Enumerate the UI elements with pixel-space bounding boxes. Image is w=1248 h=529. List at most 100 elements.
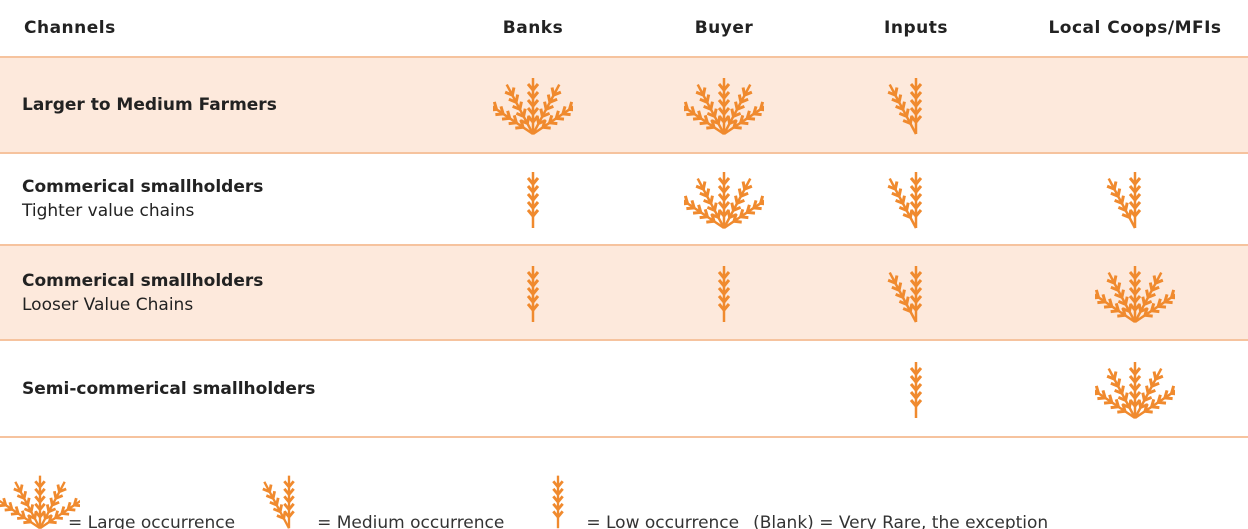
wheat [887, 172, 923, 229]
stalk [909, 265, 923, 322]
row-band [0, 245, 1248, 340]
row-title: Commerical smallholders [22, 177, 264, 197]
grain [909, 294, 923, 303]
grain [909, 99, 923, 108]
grain [56, 484, 67, 494]
grain [515, 108, 527, 118]
column-header: Banks [502, 18, 564, 38]
row-label: Commerical smallholders Looser Value Chai… [22, 269, 263, 317]
grain [4, 501, 14, 512]
wheat-icon [717, 265, 731, 322]
grain [1148, 281, 1160, 292]
grain [1097, 293, 1107, 304]
grain [1163, 389, 1173, 400]
cell [876, 166, 956, 232]
grain [526, 302, 540, 311]
grain [717, 302, 731, 311]
grain [13, 484, 24, 494]
wheat [1106, 172, 1142, 229]
grain [717, 278, 731, 287]
grain [1128, 374, 1142, 383]
wheat-icon [552, 475, 565, 529]
wheat-icon [526, 265, 540, 322]
column-header: Channels [24, 18, 116, 38]
grain [1148, 377, 1160, 388]
wheat [0, 475, 80, 529]
cell [876, 260, 956, 326]
grain [16, 490, 28, 500]
grain [734, 101, 745, 111]
wheat-icon [887, 172, 923, 229]
grain [909, 201, 923, 210]
grain [732, 213, 742, 224]
wheat-icon [1106, 172, 1142, 229]
grain [1110, 281, 1122, 292]
grain [34, 502, 46, 511]
grain [1128, 390, 1142, 399]
grain [752, 199, 762, 211]
grain [554, 110, 565, 121]
grain [909, 185, 923, 194]
grain [283, 510, 295, 519]
grain [526, 278, 540, 287]
grain [552, 502, 565, 511]
grain [699, 94, 711, 104]
grain [501, 110, 512, 121]
row-subtitle: Looser Value Chains [22, 294, 194, 315]
grain [706, 108, 718, 118]
stalk [1106, 271, 1137, 323]
grain [1110, 398, 1120, 409]
grain [1117, 202, 1129, 212]
grain [1128, 382, 1142, 391]
row-title: Commerical smallholders [22, 270, 264, 291]
grain [283, 480, 295, 489]
grain [891, 281, 903, 292]
legend: = Large occurrence = Medium occurrence = L… [0, 470, 1062, 529]
row-label: Commerical smallholders Tighter value cha… [22, 175, 263, 223]
grain [909, 209, 923, 218]
grain [1110, 377, 1122, 388]
stalk [526, 172, 540, 228]
cell [684, 260, 764, 326]
grain [909, 286, 923, 295]
wheat [552, 475, 565, 529]
grain [741, 87, 753, 97]
cell [493, 166, 573, 232]
grain [526, 270, 540, 279]
stalk [1133, 271, 1164, 323]
grain [546, 94, 558, 104]
wheat [526, 172, 540, 228]
grain [909, 278, 923, 287]
grain [1128, 201, 1142, 210]
row-title: Larger to Medium Farmers [22, 95, 277, 115]
grain [887, 181, 899, 191]
grain [72, 497, 80, 508]
grain [909, 390, 923, 399]
grain [1156, 297, 1167, 309]
grain [552, 480, 565, 489]
grain [1128, 209, 1142, 218]
stalk [887, 271, 918, 323]
grain [548, 114, 558, 126]
stalk [887, 177, 918, 229]
wheat-icon [1087, 361, 1183, 419]
column-header: Inputs [884, 18, 948, 38]
column-header: Local Coops/MFIs [1048, 18, 1222, 38]
grain [909, 382, 923, 391]
row-rule [0, 56, 1248, 58]
stalk [722, 177, 753, 229]
stalk [0, 497, 41, 529]
grain [16, 510, 26, 520]
grain [717, 91, 731, 100]
grain [552, 510, 565, 519]
wheat [676, 172, 772, 230]
legend-label: = Large occurrence [68, 513, 236, 529]
wheat [485, 78, 581, 136]
wheat-icon [1087, 265, 1183, 323]
grain [269, 497, 280, 507]
stalk [262, 481, 291, 529]
grain [1152, 370, 1164, 381]
stalk [526, 78, 540, 134]
grain [1156, 393, 1167, 405]
grain [739, 208, 749, 220]
